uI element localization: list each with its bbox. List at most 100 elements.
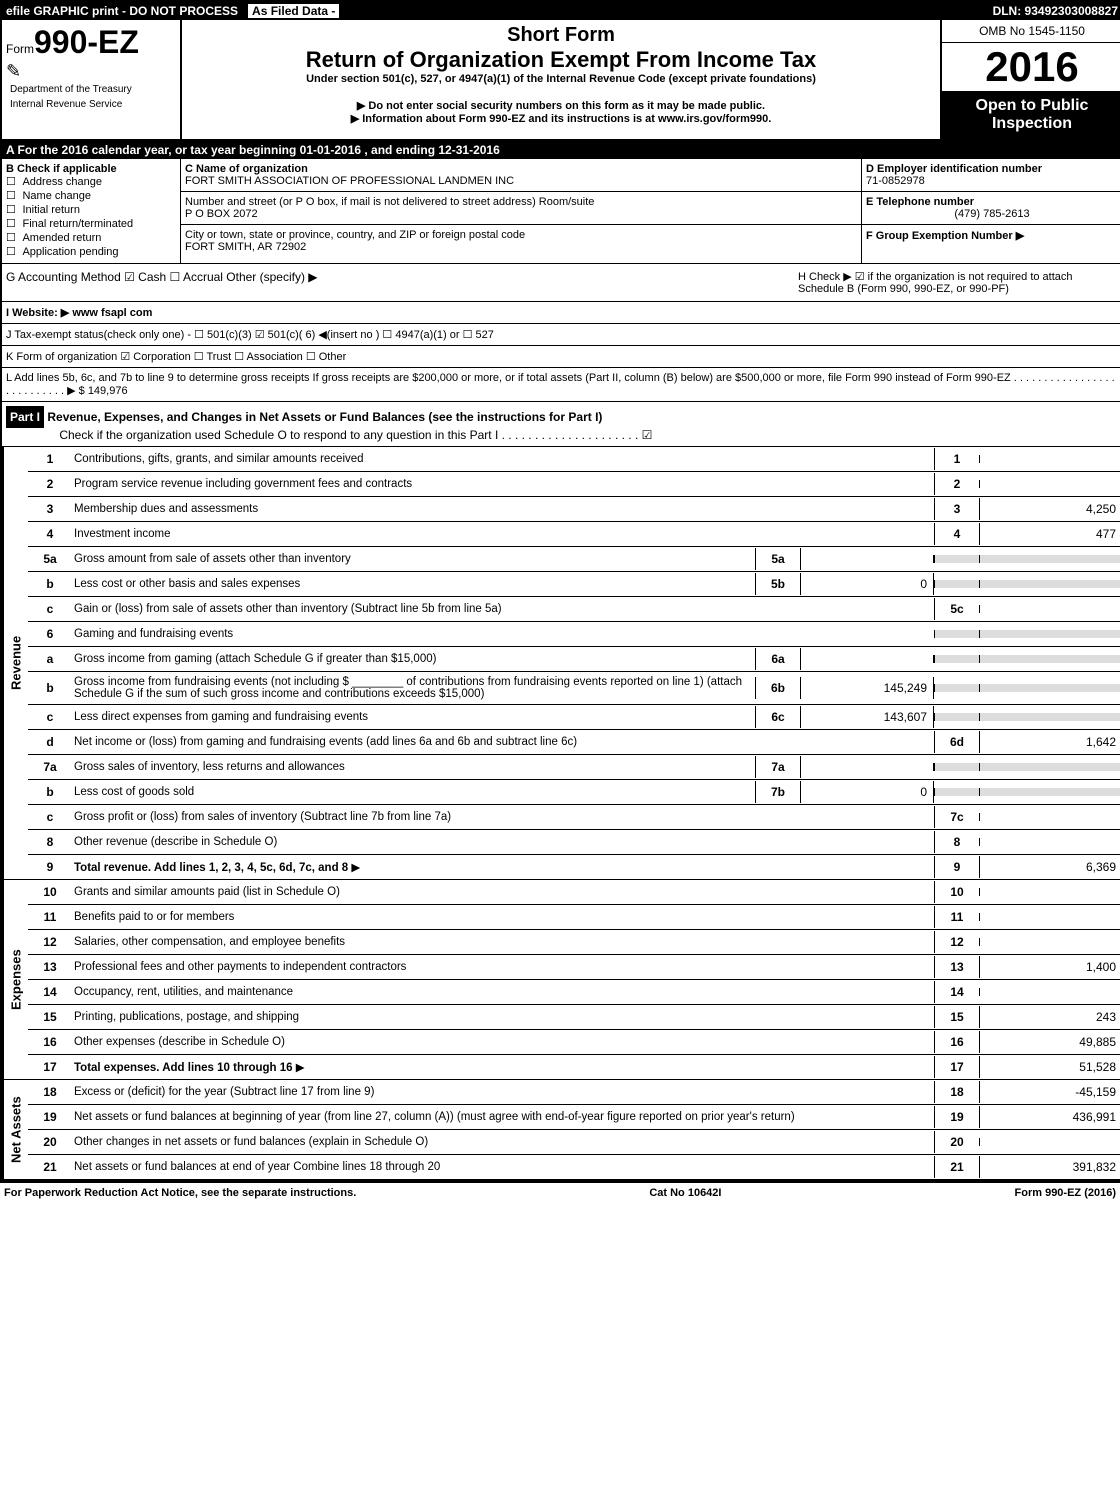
top-bar: efile GRAPHIC print - DO NOT PROCESS As … [2, 2, 1120, 20]
d-label: D Employer identification number [866, 163, 1042, 175]
section-h: H Check ▶ ☑ if the organization is not r… [798, 270, 1118, 295]
d-ein-block: D Employer identification number 71-0852… [862, 159, 1120, 192]
line-9: 9Total revenue. Add lines 1, 2, 3, 4, 5c… [28, 855, 1120, 879]
section-g: G Accounting Method ☑ Cash ☐ Accrual Oth… [6, 270, 798, 295]
line-12: 12Salaries, other compensation, and empl… [28, 930, 1120, 955]
as-filed: As Filed Data - [248, 4, 339, 18]
c-city-block: City or town, state or province, country… [181, 225, 861, 257]
section-l: L Add lines 5b, 6c, and 7b to line 9 to … [2, 368, 1120, 402]
line-14: 14Occupancy, rent, utilities, and mainte… [28, 980, 1120, 1005]
line-11: 11Benefits paid to or for members11 [28, 905, 1120, 930]
line-6: 6Gaming and fundraising events [28, 622, 1120, 647]
b-title: B Check if applicable [6, 163, 117, 175]
form-number: 990-EZ [34, 24, 139, 60]
c-label: C Name of organization [185, 163, 308, 175]
part1-header: Part I Revenue, Expenses, and Changes in… [2, 402, 1120, 447]
line-18: 18Excess or (deficit) for the year (Subt… [28, 1080, 1120, 1105]
form-container: efile GRAPHIC print - DO NOT PROCESS As … [0, 0, 1120, 1183]
cb-pending[interactable]: ☐ [6, 247, 22, 259]
header-right: OMB No 1545-1150 2016 Open to Public Ins… [940, 20, 1120, 139]
cb-initial[interactable]: ☐ [6, 205, 22, 217]
expenses-section: Expenses 10Grants and similar amounts pa… [2, 880, 1120, 1080]
f-label: F Group Exemption Number ▶ [866, 230, 1024, 242]
line-17: 17Total expenses. Add lines 10 through 1… [28, 1055, 1120, 1079]
e-phone-block: E Telephone number (479) 785-2613 [862, 192, 1120, 225]
dept-irs: Internal Revenue Service [6, 97, 176, 112]
line-2: 2Program service revenue including gover… [28, 472, 1120, 497]
footer-left: For Paperwork Reduction Act Notice, see … [4, 1187, 356, 1199]
expenses-rows: 10Grants and similar amounts paid (list … [28, 880, 1120, 1079]
b-name-change: Name change [22, 190, 91, 202]
c-name-block: C Name of organization FORT SMITH ASSOCI… [181, 159, 861, 192]
revenue-section: Revenue 1Contributions, gifts, grants, a… [2, 447, 1120, 880]
line-16: 16Other expenses (describe in Schedule O… [28, 1030, 1120, 1055]
revenue-rows: 1Contributions, gifts, grants, and simil… [28, 447, 1120, 879]
expenses-vlabel: Expenses [2, 880, 28, 1079]
line-4: 4Investment income4477 [28, 522, 1120, 547]
org-name: FORT SMITH ASSOCIATION OF PROFESSIONAL L… [185, 175, 514, 187]
header-row: Form990-EZ ✎ Department of the Treasury … [2, 20, 1120, 141]
line-1: 1Contributions, gifts, grants, and simil… [28, 447, 1120, 472]
line-10: 10Grants and similar amounts paid (list … [28, 880, 1120, 905]
section-c: C Name of organization FORT SMITH ASSOCI… [181, 159, 862, 263]
line-6a: aGross income from gaming (attach Schedu… [28, 647, 1120, 672]
b-final: Final return/terminated [22, 218, 133, 230]
b-amended: Amended return [22, 232, 101, 244]
main-title: Return of Organization Exempt From Incom… [186, 47, 936, 73]
form-id-block: Form990-EZ ✎ Department of the Treasury … [2, 20, 182, 139]
line-20: 20Other changes in net assets or fund ba… [28, 1130, 1120, 1155]
b-pending: Application pending [22, 246, 118, 258]
footer: For Paperwork Reduction Act Notice, see … [0, 1183, 1120, 1203]
section-d: D Employer identification number 71-0852… [862, 159, 1120, 263]
revenue-vlabel: Revenue [2, 447, 28, 879]
footer-mid: Cat No 10642I [649, 1187, 721, 1199]
f-group-block: F Group Exemption Number ▶ [862, 225, 1120, 246]
header-center: Short Form Return of Organization Exempt… [182, 20, 940, 139]
website: I Website: ▶ www fsapl com [6, 307, 152, 319]
c-addr-block: Number and street (or P O box, if mail i… [181, 192, 861, 225]
line-21: 21Net assets or fund balances at end of … [28, 1155, 1120, 1179]
netassets-section: Net Assets 18Excess or (deficit) for the… [2, 1080, 1120, 1181]
ein: 71-0852978 [866, 175, 925, 187]
subtitle: Under section 501(c), 527, or 4947(a)(1)… [186, 73, 936, 85]
line-15: 15Printing, publications, postage, and s… [28, 1005, 1120, 1030]
short-form-label: Short Form [186, 24, 936, 47]
org-city: FORT SMITH, AR 72902 [185, 241, 306, 253]
line-7b: bLess cost of goods sold7b0 [28, 780, 1120, 805]
b-address-change: Address change [22, 176, 102, 188]
b-initial: Initial return [22, 204, 79, 216]
part1-title: Revenue, Expenses, and Changes in Net As… [47, 410, 602, 424]
line-7c: cGross profit or (loss) from sales of in… [28, 805, 1120, 830]
line-5b: bLess cost or other basis and sales expe… [28, 572, 1120, 597]
line-6b: bGross income from fundraising events (n… [28, 672, 1120, 705]
city-label: City or town, state or province, country… [185, 229, 525, 241]
addr-label: Number and street (or P O box, if mail i… [185, 196, 594, 208]
tax-year: 2016 [942, 43, 1120, 91]
part1-label: Part I [6, 406, 44, 428]
cb-address[interactable]: ☐ [6, 177, 22, 189]
section-b: B Check if applicable ☐ Address change ☐… [2, 159, 181, 263]
warning-2: ▶ Information about Form 990-EZ and its … [186, 112, 936, 125]
line-17-text: Total expenses. Add lines 10 through 16 [74, 1062, 293, 1074]
cb-final[interactable]: ☐ [6, 219, 22, 231]
netassets-rows: 18Excess or (deficit) for the year (Subt… [28, 1080, 1120, 1179]
line-6c: cLess direct expenses from gaming and fu… [28, 705, 1120, 730]
line-7a: 7aGross sales of inventory, less returns… [28, 755, 1120, 780]
e-label: E Telephone number [866, 196, 974, 208]
cb-amended[interactable]: ☐ [6, 233, 22, 245]
pencil-icon: ✎ [6, 61, 176, 82]
line-19: 19Net assets or fund balances at beginni… [28, 1105, 1120, 1130]
section-i: I Website: ▶ www fsapl com [2, 302, 1120, 324]
line-6d: dNet income or (loss) from gaming and fu… [28, 730, 1120, 755]
bcd-row: B Check if applicable ☐ Address change ☐… [2, 159, 1120, 264]
section-a: A For the 2016 calendar year, or tax yea… [2, 141, 1120, 159]
line-13: 13Professional fees and other payments t… [28, 955, 1120, 980]
dln: DLN: 93492303008827 [993, 4, 1118, 18]
line-3: 3Membership dues and assessments34,250 [28, 497, 1120, 522]
omb-number: OMB No 1545-1150 [942, 20, 1120, 43]
line-9-text: Total revenue. Add lines 1, 2, 3, 4, 5c,… [74, 862, 348, 874]
netassets-vlabel: Net Assets [2, 1080, 28, 1179]
line-5a: 5aGross amount from sale of assets other… [28, 547, 1120, 572]
cb-name[interactable]: ☐ [6, 191, 22, 203]
form-prefix: Form [6, 42, 34, 56]
